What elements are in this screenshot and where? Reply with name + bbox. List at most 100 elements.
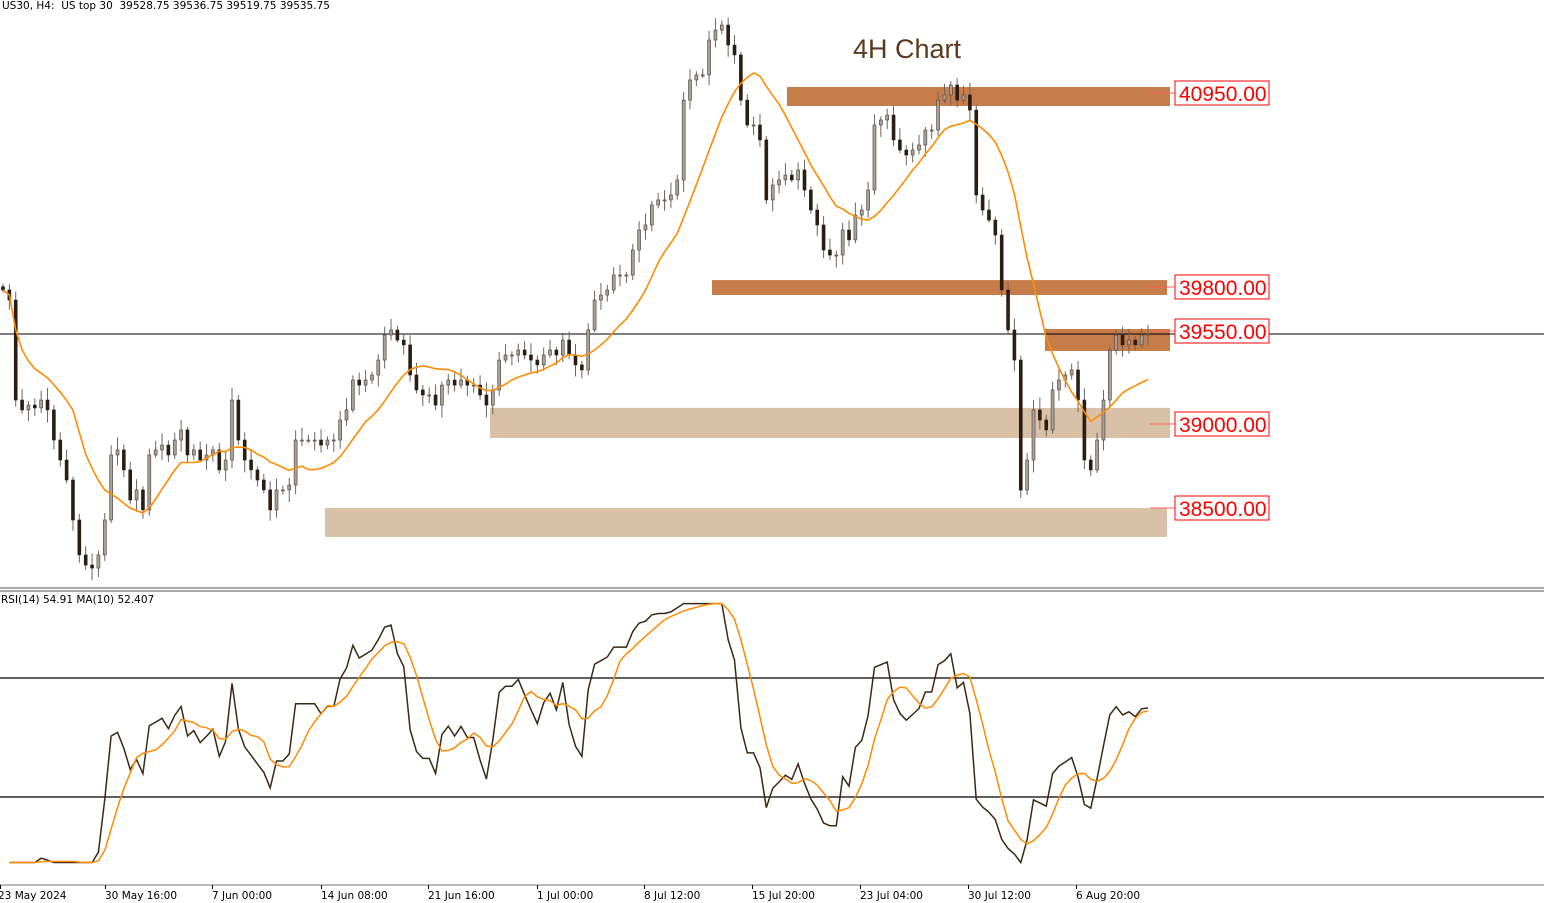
bull-candle [1139,334,1144,346]
bull-candle [560,339,565,356]
bull-candle [1146,333,1150,336]
bear-candle [999,234,1004,291]
bull-candle [720,24,724,31]
level-label-box [1174,318,1270,344]
bear-candle [1012,329,1017,361]
x-tick-label: 30 Jul 12:00 [968,890,1031,902]
bear-candle [408,344,412,376]
bull-candle [1101,399,1106,441]
bull-candle [192,449,196,456]
x-tick-label: 1 Jul 00:00 [537,890,593,902]
level-label-39550.00: 39550.00 [1179,321,1267,344]
bull-candle [281,489,285,492]
bear-candle [128,469,133,501]
bull-candle [662,199,667,202]
bear-candle [758,124,762,141]
x-tick-label: 7 Jun 00:00 [212,890,272,902]
bull-candle [1114,334,1118,351]
bear-candle [166,444,171,456]
bull-candle [783,174,788,181]
bear-candle [33,404,37,409]
bear-candle [52,409,56,441]
bull-candle [675,179,680,196]
bull-candle [1025,459,1029,491]
bear-candle [421,389,425,396]
bull-candle [1031,409,1036,461]
bear-candle [987,209,991,221]
bull-candle [637,229,641,251]
bull-candle [147,454,152,511]
bear-candle [64,459,69,481]
bear-candle [452,379,457,386]
bear-candle [141,489,145,511]
bear-candle [809,189,813,211]
bear-candle [1044,419,1049,431]
bull-candle [885,114,889,121]
bull-candle [230,399,234,461]
bull-candle [751,124,756,127]
bull-candle [599,294,603,301]
bull-candle [650,204,654,226]
bear-candle [217,449,222,471]
bull-candle [26,404,31,411]
bear-candle [255,469,260,481]
ohlc-low: 39519.75 [226,0,277,12]
bull-candle [109,454,113,521]
level-label-box [1174,495,1270,521]
bear-candle [764,139,769,201]
bull-candle [1069,369,1074,376]
bull-candle [287,484,292,491]
bear-candle [185,429,190,456]
bull-candle [39,399,43,409]
bull-candle [796,169,800,181]
bull-candle [700,74,705,77]
bull-candle [879,119,883,126]
bull-candle [840,229,845,256]
bull-candle [707,39,711,76]
bull-candle [859,209,864,216]
bear-candle [1082,399,1087,461]
bear-candle [1088,459,1093,471]
bull-candle [624,274,629,277]
bull-candle [389,329,393,336]
bear-candle [414,374,419,391]
bull-candle [497,359,501,391]
bear-candle [1133,339,1138,346]
bear-candle [847,229,851,241]
bear-candle [815,209,820,226]
bear-candle [567,339,571,356]
bear-candle [58,439,63,461]
bull-candle [548,349,552,356]
bear-candle [262,479,266,491]
bull-candle [961,94,966,101]
bull-candle [134,489,139,501]
bull-candle [153,449,158,456]
bull-candle [382,334,387,361]
level-label-40950.00: 40950.00 [1179,83,1267,106]
bull-candle [643,224,648,231]
ohlc-open: 39528.75 [119,0,170,12]
bull-candle [172,439,177,456]
bull-candle [344,409,349,421]
bear-candle [77,519,82,556]
x-tick-label: 23 Jul 04:00 [860,890,923,902]
bear-candle [974,109,979,196]
bull-candle [605,289,610,296]
rsi-line [9,602,1149,865]
ohlc-high: 39536.75 [172,0,224,12]
bull-candle [936,99,940,131]
bull-candle [694,74,699,81]
bear-candle [745,99,750,126]
bear-candle [789,174,794,181]
bull-candle [586,329,591,371]
bull-candle [611,274,616,291]
bull-candle [853,214,858,241]
bull-candle [440,384,444,406]
bear-candle [1018,359,1023,491]
bear-candle [357,379,362,386]
bull-candle [681,99,686,181]
bear-candle [968,94,972,111]
bull-candle [688,79,692,101]
bull-candle [1127,339,1131,346]
